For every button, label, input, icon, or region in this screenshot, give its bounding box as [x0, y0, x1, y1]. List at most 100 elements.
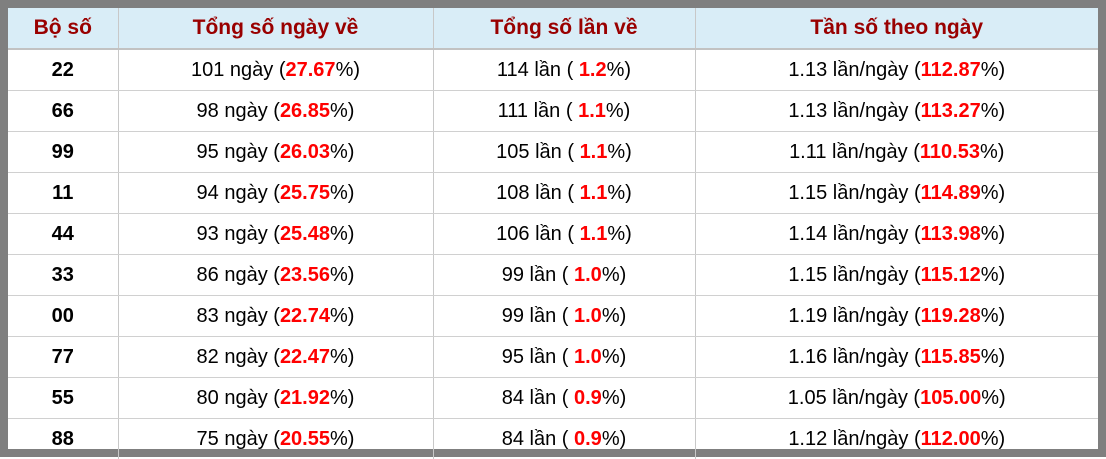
frequency-cell: 1.05 lần/ngày (105.00%): [695, 378, 1098, 419]
total-times-cell: 99 lần ( 1.0%): [433, 255, 695, 296]
table-row: 55 80 ngày (21.92%) 84 lần ( 0.9%) 1.05 …: [8, 378, 1098, 419]
table-row: 88 75 ngày (20.55%) 84 lần ( 0.9%) 1.12 …: [8, 419, 1098, 459]
times-text-close: %): [602, 264, 626, 286]
col-header-total-days: Tổng số ngày về: [118, 8, 433, 49]
frequency-percent: 105.00: [920, 387, 981, 409]
days-percent: 25.75: [280, 182, 330, 204]
total-days-cell: 93 ngày (25.48%): [118, 214, 433, 255]
frequency-cell: 1.13 lần/ngày (112.87%): [695, 49, 1098, 91]
total-times-cell: 105 lần ( 1.1%): [433, 132, 695, 173]
frequency-text: 1.15 lần/ngày (: [788, 264, 920, 286]
table-row: 33 86 ngày (23.56%) 99 lần ( 1.0%) 1.15 …: [8, 255, 1098, 296]
days-text-close: %): [330, 141, 354, 163]
times-text: 99 lần (: [502, 305, 574, 327]
pair-number-cell: 66: [8, 91, 118, 132]
col-header-total-times: Tổng số lần về: [433, 8, 695, 49]
times-text: 105 lần (: [496, 141, 579, 163]
days-percent: 20.55: [280, 428, 330, 450]
pair-number-cell: 00: [8, 296, 118, 337]
days-text: 95 ngày (: [197, 141, 280, 163]
days-text-close: %): [330, 346, 354, 368]
total-times-cell: 106 lần ( 1.1%): [433, 214, 695, 255]
frequency-text: 1.15 lần/ngày (: [788, 182, 920, 204]
pair-number-cell: 22: [8, 49, 118, 91]
days-text: 75 ngày (: [197, 428, 280, 450]
times-text: 95 lần (: [502, 346, 574, 368]
times-percent: 1.0: [574, 264, 602, 286]
times-text-close: %): [602, 428, 626, 450]
days-text-close: %): [330, 264, 354, 286]
times-percent: 1.1: [580, 223, 608, 245]
frequency-percent: 115.85: [921, 346, 981, 368]
days-text-close: %): [330, 387, 354, 409]
total-times-cell: 99 lần ( 1.0%): [433, 296, 695, 337]
days-percent: 22.47: [280, 346, 330, 368]
frequency-percent: 113.98: [921, 223, 981, 245]
frequency-percent: 110.53: [920, 141, 980, 163]
frequency-cell: 1.15 lần/ngày (114.89%): [695, 173, 1098, 214]
times-text-close: %): [607, 59, 631, 81]
frequency-percent: 112.00: [921, 428, 981, 450]
total-times-cell: 114 lần ( 1.2%): [433, 49, 695, 91]
frequency-percent: 112.87: [921, 59, 981, 81]
frequency-cell: 1.14 lần/ngày (113.98%): [695, 214, 1098, 255]
frequency-text-close: %): [980, 141, 1004, 163]
total-days-cell: 75 ngày (20.55%): [118, 419, 433, 459]
days-text: 86 ngày (: [197, 264, 280, 286]
days-text: 101 ngày (: [191, 59, 286, 81]
frequency-text-close: %): [981, 182, 1005, 204]
days-percent: 26.03: [280, 141, 330, 163]
times-text: 111 lần (: [498, 100, 578, 122]
frequency-percent: 115.12: [921, 264, 981, 286]
frequency-cell: 1.12 lần/ngày (112.00%): [695, 419, 1098, 459]
table-row: 22 101 ngày (27.67%) 114 lần ( 1.2%) 1.1…: [8, 49, 1098, 91]
frequency-text-close: %): [981, 264, 1005, 286]
days-text: 82 ngày (: [197, 346, 280, 368]
times-text-close: %): [602, 387, 626, 409]
frequency-text-close: %): [981, 346, 1005, 368]
pair-number-cell: 55: [8, 378, 118, 419]
pair-number-cell: 99: [8, 132, 118, 173]
total-days-cell: 101 ngày (27.67%): [118, 49, 433, 91]
times-text-close: %): [607, 223, 631, 245]
times-text: 84 lần (: [502, 387, 574, 409]
total-times-cell: 111 lần ( 1.1%): [433, 91, 695, 132]
frequency-cell: 1.15 lần/ngày (115.12%): [695, 255, 1098, 296]
table-row: 66 98 ngày (26.85%) 111 lần ( 1.1%) 1.13…: [8, 91, 1098, 132]
frequency-cell: 1.13 lần/ngày (113.27%): [695, 91, 1098, 132]
times-text: 84 lần (: [502, 428, 574, 450]
table-row: 44 93 ngày (25.48%) 106 lần ( 1.1%) 1.14…: [8, 214, 1098, 255]
frequency-text: 1.16 lần/ngày (: [788, 346, 920, 368]
frequency-text-close: %): [981, 305, 1005, 327]
frequency-text: 1.11 lần/ngày (: [789, 141, 920, 163]
table-body: 22 101 ngày (27.67%) 114 lần ( 1.2%) 1.1…: [8, 49, 1098, 459]
times-text: 108 lần (: [496, 182, 579, 204]
total-days-cell: 86 ngày (23.56%): [118, 255, 433, 296]
total-times-cell: 84 lần ( 0.9%): [433, 378, 695, 419]
total-times-cell: 108 lần ( 1.1%): [433, 173, 695, 214]
total-days-cell: 98 ngày (26.85%): [118, 91, 433, 132]
pair-number-cell: 88: [8, 419, 118, 459]
times-percent: 1.2: [579, 59, 607, 81]
frequency-percent: 113.27: [921, 100, 981, 122]
col-header-frequency: Tần số theo ngày: [695, 8, 1098, 49]
table-row: 00 83 ngày (22.74%) 99 lần ( 1.0%) 1.19 …: [8, 296, 1098, 337]
total-days-cell: 94 ngày (25.75%): [118, 173, 433, 214]
days-percent: 25.48: [280, 223, 330, 245]
pair-number-cell: 77: [8, 337, 118, 378]
days-percent: 21.92: [280, 387, 330, 409]
frequency-text: 1.13 lần/ngày (: [788, 59, 920, 81]
times-text: 106 lần (: [496, 223, 579, 245]
times-text-close: %): [607, 182, 631, 204]
days-text-close: %): [330, 100, 354, 122]
times-text-close: %): [602, 305, 626, 327]
days-text: 98 ngày (: [197, 100, 280, 122]
total-days-cell: 80 ngày (21.92%): [118, 378, 433, 419]
times-percent: 0.9: [574, 428, 602, 450]
times-text-close: %): [607, 141, 631, 163]
days-text-close: %): [336, 59, 360, 81]
times-text-close: %): [606, 100, 630, 122]
times-text: 99 lần (: [502, 264, 574, 286]
table-row: 11 94 ngày (25.75%) 108 lần ( 1.1%) 1.15…: [8, 173, 1098, 214]
times-percent: 1.0: [574, 305, 602, 327]
